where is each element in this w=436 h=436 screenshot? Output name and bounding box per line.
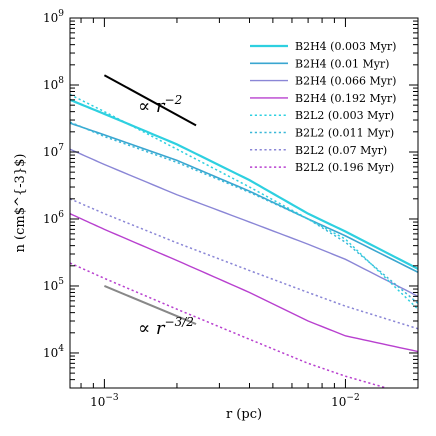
x-axis-label: r (pc) (226, 407, 262, 422)
legend-label-4: B2H4 (0.192 Myr) (295, 92, 396, 105)
y-tick-label-mantissa: 10 (43, 11, 58, 25)
x-tick-label-mantissa: 10 (331, 395, 346, 409)
y-tick-label: 104 (43, 344, 64, 360)
x-tick-label-mantissa: 10 (90, 395, 105, 409)
reference-label-exponent: −3/2 (165, 315, 194, 329)
x-tick-label-exponent: −2 (346, 393, 359, 403)
legend-label-6: B2L2 (0.011 Myr) (295, 127, 394, 140)
y-tick-label: 107 (43, 143, 64, 159)
series-line-4 (70, 213, 418, 353)
series-line-6 (70, 121, 418, 304)
series-line-8 (70, 262, 390, 388)
y-tick-label-exponent: 6 (58, 210, 64, 220)
y-tick-label: 106 (43, 210, 64, 226)
y-tick-label-exponent: 7 (58, 143, 64, 153)
legend-label-5: B2L2 (0.003 Myr) (295, 109, 394, 122)
legend-label-8: B2L2 (0.196 Myr) (295, 161, 394, 174)
y-tick-label-exponent: 5 (58, 277, 64, 287)
y-axis-label: n (cm$^{-3}$) (13, 154, 28, 253)
series-line-2 (70, 122, 418, 274)
y-tick-label-mantissa: 10 (43, 346, 58, 360)
y-tick-label-exponent: 8 (58, 76, 64, 86)
reference-lines (103, 74, 197, 325)
reference-label-2: ∝ r−3/2 (138, 315, 194, 339)
x-tick-label-exponent: −3 (105, 393, 119, 403)
reference-label-text: ∝ r (138, 96, 166, 117)
series-line-7 (70, 198, 418, 330)
reference-label-exponent: −2 (165, 93, 183, 107)
y-tick-label: 109 (43, 9, 64, 25)
reference-line-2 (104, 285, 197, 325)
legend-label-2: B2H4 (0.01 Myr) (295, 57, 389, 70)
y-tick-label-mantissa: 10 (43, 145, 58, 159)
series-layer (70, 93, 418, 388)
plot-frame (69, 17, 419, 389)
x-tick-label: 10−2 (331, 393, 360, 409)
y-tick-label: 108 (43, 76, 64, 92)
legend: B2H4 (0.003 Myr) B2H4 (0.01 Myr) B2H4 (0.0… (250, 40, 396, 174)
legend-label-7: B2L2 (0.07 Myr) (295, 144, 387, 157)
y-tick-label-mantissa: 10 (43, 212, 58, 226)
series-line-5 (70, 93, 418, 310)
reference-label-1: ∝ r−2 (138, 93, 182, 117)
legend-label-3: B2H4 (0.066 Myr) (295, 75, 396, 88)
reference-label-text: ∝ r (138, 318, 166, 339)
series-line-1 (70, 98, 418, 270)
y-tick-label-exponent: 4 (58, 344, 64, 354)
y-tick-label-mantissa: 10 (43, 78, 58, 92)
series-line-3 (70, 148, 418, 297)
y-tick-label: 105 (43, 277, 64, 293)
reference-line-1 (103, 74, 197, 127)
tick-layer (70, 17, 419, 389)
y-tick-label-mantissa: 10 (43, 279, 58, 293)
legend-label-1: B2H4 (0.003 Myr) (295, 40, 396, 53)
annotations: ∝ r−2∝ r−3/2 (138, 93, 194, 339)
y-tick-label-exponent: 9 (58, 9, 64, 19)
x-tick-label: 10−3 (90, 393, 119, 409)
